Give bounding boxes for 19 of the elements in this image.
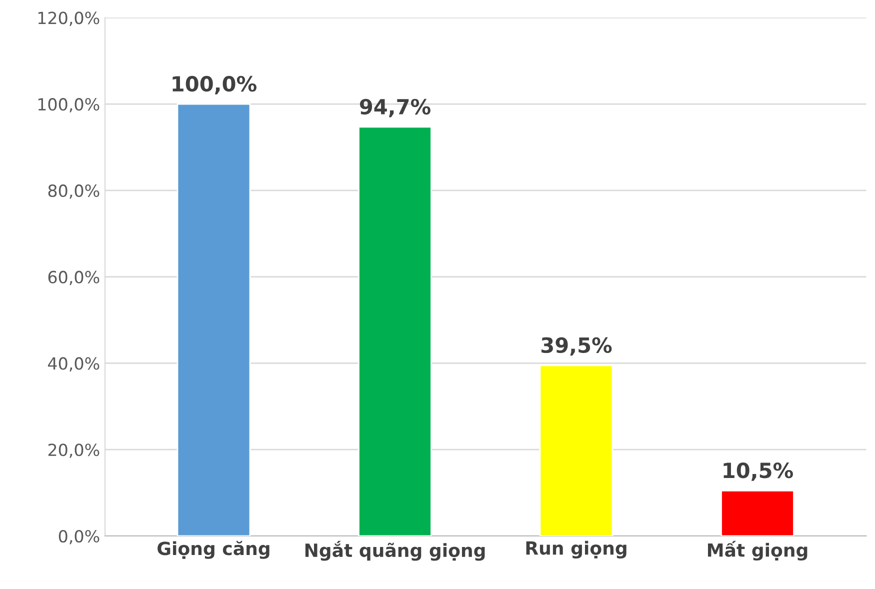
y-tick-label: 120,0% [38, 12, 100, 26]
y-tick-label: 40,0% [48, 357, 100, 372]
y-tick-label: 0,0% [58, 530, 100, 544]
y-tick-label: 20,0% [48, 444, 100, 458]
bar [358, 126, 432, 536]
bar [539, 364, 614, 536]
data-label: 39,5% [542, 337, 612, 356]
bar [176, 103, 251, 536]
y-tick-label: 100,0% [38, 98, 100, 112]
bar [720, 490, 794, 536]
data-label: 100,0% [172, 76, 256, 94]
y-tick-label: 60,0% [48, 270, 100, 286]
y-tick-label: 80,0% [48, 184, 100, 199]
data-label: 94,7% [360, 98, 430, 118]
x-tick-label: Giọng căng [158, 540, 270, 559]
x-tick-label: Ngắt quãng giọng [305, 540, 485, 561]
x-tick-label: Run giọng [526, 540, 626, 558]
x-tick-label: Mất giọng [708, 540, 808, 561]
data-label: 10,5% [724, 462, 793, 481]
